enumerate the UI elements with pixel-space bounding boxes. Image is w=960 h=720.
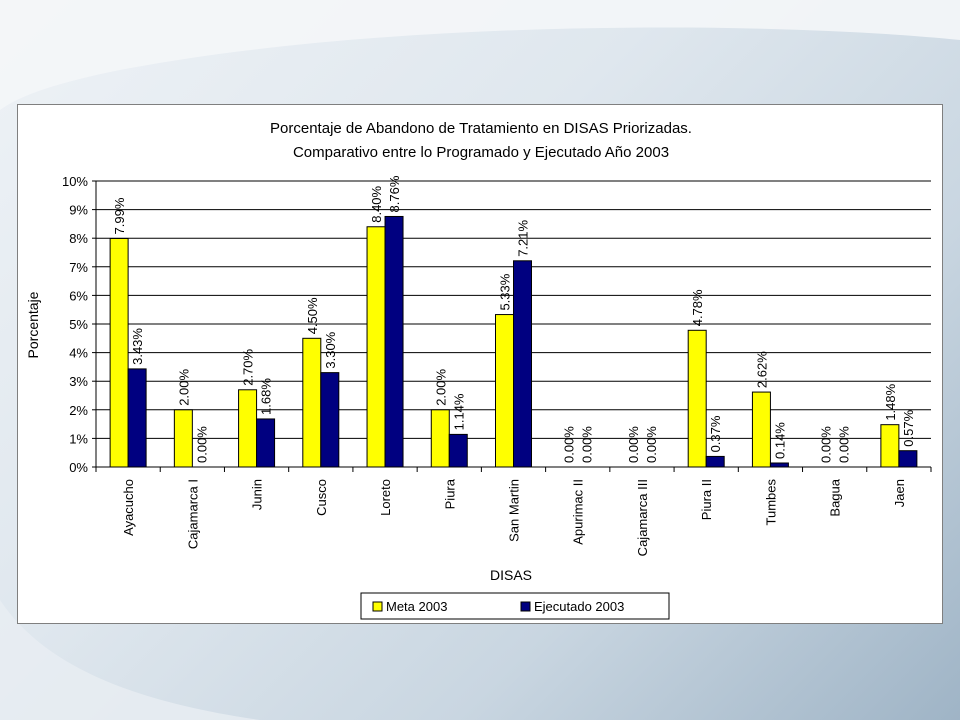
category-label: Loreto <box>378 479 393 516</box>
y-tick-label: 0% <box>69 460 88 475</box>
data-label: 7.99% <box>112 197 127 234</box>
y-tick-label: 5% <box>69 317 88 332</box>
legend: Meta 2003 Ejecutado 2003 <box>360 592 670 620</box>
bar-ejecutado <box>448 433 468 468</box>
legend-entry: Ejecutado 2003 <box>534 599 624 614</box>
data-label: 4.78% <box>690 289 705 326</box>
data-label: 0.00% <box>562 426 577 463</box>
bar-meta <box>495 314 514 468</box>
category-label: Junin <box>250 479 265 510</box>
y-axis-ticks: 0% 1% 2% 3% 4% 5% 6% 7% 8% 9% 10% <box>62 174 96 475</box>
data-label: 2.00% <box>433 368 448 405</box>
bar-chart: Porcentaje de Abandono de Tratamiento en… <box>25 120 932 620</box>
category-label: Cusco <box>314 479 329 516</box>
data-label: 3.43% <box>130 328 145 365</box>
bar-ejecutado <box>898 450 918 468</box>
data-label: 3.30% <box>323 331 338 368</box>
legend-box <box>360 592 670 620</box>
data-label: 1.14% <box>451 393 466 430</box>
data-label: 4.50% <box>305 297 320 334</box>
axes <box>95 181 932 472</box>
data-label: 0.00% <box>819 426 834 463</box>
y-tick-label: 1% <box>69 431 88 446</box>
y-tick-label: 6% <box>69 288 88 303</box>
data-labels: 7.99% 3.43% 2.00% 0.00% 2.70%1.68% 4.50%3.30%… <box>112 175 916 463</box>
data-label: 8.76% <box>387 175 402 212</box>
data-label: 1.48% <box>883 383 898 420</box>
data-label: 8.40% <box>369 185 384 222</box>
data-label: 0.00% <box>626 426 641 463</box>
bar-meta <box>880 424 900 468</box>
bar-meta <box>430 409 450 468</box>
data-label: 7.21% <box>516 219 531 256</box>
legend-swatch <box>520 601 531 612</box>
data-label: 5.33% <box>498 273 513 310</box>
data-label: 0.37% <box>708 415 723 452</box>
legend-swatch <box>372 601 383 612</box>
data-label: 0.14% <box>772 422 787 459</box>
bar-meta <box>238 389 258 468</box>
bar-ejecutado <box>769 462 789 468</box>
data-label: 1.68% <box>259 378 274 415</box>
bar-ejecutado <box>127 368 147 468</box>
data-label: 2.70% <box>241 348 256 385</box>
data-label: 0.00% <box>644 426 659 463</box>
bar-meta <box>687 329 707 468</box>
bar-ejecutado <box>384 215 404 468</box>
category-label: Bagua <box>828 478 843 516</box>
y-tick-label: 7% <box>69 260 88 275</box>
bar-ejecutado <box>705 455 725 468</box>
category-label: Ayacucho <box>121 479 136 536</box>
category-label: Cajamarca III <box>635 479 650 556</box>
data-label: 2.00% <box>176 368 191 405</box>
legend-entry: Meta 2003 <box>386 599 447 614</box>
bar-ejecutado <box>320 372 340 468</box>
data-label: 0.00% <box>580 426 595 463</box>
y-tick-label: 4% <box>69 346 88 361</box>
category-label: Tumbes <box>763 479 778 526</box>
data-label: 0.57% <box>901 409 916 446</box>
category-label: Apurimac II <box>571 479 586 545</box>
y-tick-label: 2% <box>69 403 88 418</box>
chart-title: Porcentaje de Abandono de Tratamiento en… <box>270 120 692 137</box>
chart-area: Porcentaje de Abandono de Tratamiento en… <box>17 104 943 624</box>
chart-subtitle: Comparativo entre lo Programado y Ejecut… <box>293 144 669 161</box>
background-swoosh-lower <box>0 600 260 720</box>
y-tick-label: 3% <box>69 374 88 389</box>
y-tick-label: 8% <box>69 231 88 246</box>
bar-meta <box>109 237 129 468</box>
bar-ejecutado <box>256 418 276 468</box>
y-tick-label: 10% <box>62 174 88 189</box>
data-label: 0.00% <box>837 426 852 463</box>
y-tick-label: 9% <box>69 203 88 218</box>
bar-meta <box>302 337 322 468</box>
data-label: 0.00% <box>194 426 209 463</box>
category-label: Piura II <box>699 479 714 520</box>
bars <box>109 215 918 468</box>
category-label: San Martin <box>507 479 522 542</box>
category-label: Cajamarca I <box>185 479 200 549</box>
x-axis-title: DISAS <box>490 567 532 583</box>
bar-meta <box>173 409 193 468</box>
background-swoosh <box>0 0 960 110</box>
bar-meta <box>751 391 771 468</box>
category-labels: Ayacucho Cajamarca I Junin Cusco Loreto Piura… <box>121 478 907 556</box>
y-axis-title: Porcentaje <box>25 291 41 358</box>
category-label: Jaen <box>892 479 907 507</box>
data-label: 2.62% <box>754 351 769 388</box>
category-label: Piura <box>442 478 457 509</box>
bar-ejecutado <box>513 260 532 468</box>
bar-meta <box>366 226 386 468</box>
